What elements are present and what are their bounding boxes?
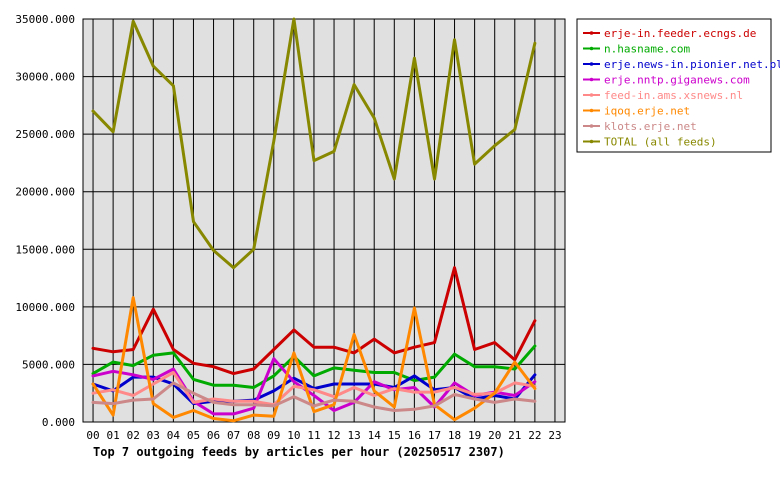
- x-tick-label: 20: [488, 429, 501, 442]
- x-tick-label: 11: [307, 429, 320, 442]
- x-tick-label: 09: [267, 429, 280, 442]
- series-line-3: [91, 357, 537, 416]
- y-tick-label: 0.000: [42, 416, 75, 429]
- y-tick-label: 15000.000: [15, 243, 75, 256]
- series-line-7: [91, 17, 537, 270]
- x-tick-label: 22: [528, 429, 541, 442]
- x-tick-label: 15: [388, 429, 401, 442]
- legend-label: TOTAL (all feeds): [604, 136, 717, 149]
- x-tick-label: 18: [448, 429, 461, 442]
- x-tick-label: 10: [287, 429, 300, 442]
- legend-label: erje.news-in.pionier.net.pl: [604, 58, 780, 71]
- legend-marker: [589, 62, 594, 66]
- legend-marker: [589, 139, 594, 144]
- series-line-5: [91, 296, 537, 423]
- legend-marker: [589, 93, 594, 97]
- y-tick-label: 10000.000: [15, 301, 75, 314]
- series-line-4: [91, 371, 537, 407]
- x-tick-label: 17: [428, 429, 441, 442]
- y-tick-label: 30000.000: [15, 71, 75, 84]
- x-tick-label: 13: [348, 429, 361, 442]
- x-tick-label: 14: [368, 429, 382, 442]
- legend-label: feed-in.ams.xsnews.nl: [604, 89, 743, 102]
- y-tick-label: 25000.000: [15, 128, 75, 141]
- x-tick-label: 12: [327, 429, 340, 442]
- plot-background: [83, 19, 565, 422]
- series-line-1: [91, 344, 537, 389]
- legend-label: klots.erje.net: [604, 120, 697, 133]
- legend-label: erje.nntp.giganews.com: [604, 74, 750, 87]
- x-tick-label: 21: [508, 429, 521, 442]
- legend-box: [576, 18, 772, 153]
- x-tick-label: 04: [167, 429, 181, 442]
- series-lines: [91, 17, 537, 423]
- legend-marker: [589, 77, 594, 82]
- y-axis-ticks: 0.000 5000.000 10000.000 15000.000 20000.000…: [15, 13, 75, 429]
- series-line-6: [91, 381, 537, 412]
- y-tick-label: 35000.000: [15, 13, 75, 26]
- legend-marker: [589, 31, 594, 35]
- series-line-0: [91, 266, 537, 376]
- plot-border: [82, 18, 566, 423]
- x-axis-ticks: 00 01 02 03 04 05 06 07 08 09 10 11 12 13 14 15 16 17 18 19…: [86, 429, 561, 442]
- x-tick-label: 06: [207, 429, 220, 442]
- y-tick-label: 5000.000: [22, 358, 75, 371]
- x-tick-label: 19: [468, 429, 481, 442]
- x-tick-label: 08: [247, 429, 260, 442]
- legend-marker: [589, 46, 594, 51]
- legend-label: iqoq.erje.net: [604, 105, 690, 118]
- chart-title: Top 7 outgoing feeds by articles per hou…: [93, 445, 505, 459]
- x-tick-label: 23: [548, 429, 561, 442]
- y-tick-label: 20000.000: [15, 186, 75, 199]
- legend: erje-in.feeder.ecngs.de n.hasname.com erje…: [576, 18, 780, 153]
- x-tick-label: 05: [187, 429, 200, 442]
- x-tick-label: 16: [408, 429, 421, 442]
- x-tick-label: 01: [107, 429, 120, 442]
- legend-label: n.hasname.com: [604, 43, 690, 56]
- x-tick-label: 07: [227, 429, 240, 442]
- legend-marker: [589, 108, 594, 113]
- x-tick-label: 02: [127, 429, 140, 442]
- x-tick-label: 00: [86, 429, 99, 442]
- x-tick-label: 03: [147, 429, 160, 442]
- legend-marker: [589, 124, 594, 128]
- legend-label: erje-in.feeder.ecngs.de: [604, 27, 756, 40]
